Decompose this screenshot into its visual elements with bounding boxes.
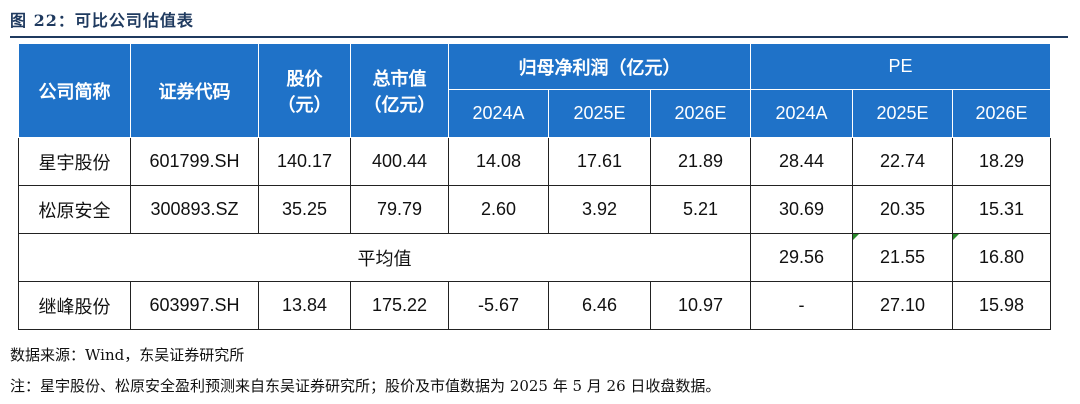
table-row: 松原安全 300893.SZ 35.25 79.79 2.60 3.92 5.2… (18, 185, 1051, 234)
header-price-line1: 股价 (286, 68, 323, 89)
header-code: 证券代码 (130, 43, 259, 138)
header-price: 股价 （元） (258, 43, 351, 138)
header-market-cap-line2: （亿元） (363, 94, 436, 115)
valuation-table: 公司简称 证券代码 股价 （元） 总市值 （亿元） 归母净利润（亿元） PE 2… (18, 43, 1051, 330)
header-price-line2: （元） (277, 94, 332, 115)
cell-profit-2025e: 6.46 (548, 281, 651, 330)
cell-company: 继峰股份 (18, 281, 131, 330)
cell-price: 35.25 (258, 185, 351, 234)
average-row: 平均值 29.56 21.55 16.80 (18, 233, 1051, 282)
cell-price: 140.17 (258, 137, 351, 186)
header-pe-2025e: 2025E (852, 89, 953, 138)
cell-company: 星宇股份 (18, 137, 131, 186)
cell-market-cap: 175.22 (350, 281, 449, 330)
table-row: 星宇股份 601799.SH 140.17 400.44 14.08 17.61… (18, 137, 1051, 186)
cell-pe-2024a: 28.44 (750, 137, 853, 186)
average-pe-2024a: 29.56 (750, 233, 853, 282)
header-row-2: 2024A 2025E 2026E 2024A 2025E 2026E (19, 89, 1051, 138)
header-pe-group: PE (750, 43, 1051, 90)
cell-profit-2026e: 21.89 (650, 137, 751, 186)
average-pe-2026e: 16.80 (952, 233, 1051, 282)
header-profit-2025e: 2025E (548, 89, 651, 138)
title-divider (10, 36, 1068, 38)
cell-code: 603997.SH (130, 281, 259, 330)
cell-pe-2026e: 15.98 (952, 281, 1051, 330)
target-company-row: 继峰股份 603997.SH 13.84 175.22 -5.67 6.46 1… (18, 281, 1051, 330)
footnote: 注：星宇股份、松原安全盈利预测来自东吴证券研究所；股价及市值数据为 2025 年… (10, 377, 721, 395)
cell-company: 松原安全 (18, 185, 131, 234)
average-label: 平均值 (18, 233, 751, 282)
header-market-cap-line1: 总市值 (372, 68, 427, 89)
cell-pe-2025e: 22.74 (852, 137, 953, 186)
cell-pe-2026e: 18.29 (952, 137, 1051, 186)
cell-profit-2026e: 10.97 (650, 281, 751, 330)
cell-profit-2024a: 14.08 (448, 137, 549, 186)
cell-pe-2025e: 20.35 (852, 185, 953, 234)
cell-profit-2025e: 17.61 (548, 137, 651, 186)
header-pe-2026e: 2026E (952, 89, 1051, 138)
cell-price: 13.84 (258, 281, 351, 330)
average-pe-2025e: 21.55 (852, 233, 953, 282)
header-market-cap: 总市值 （亿元） (350, 43, 449, 138)
cell-profit-2024a: -5.67 (448, 281, 549, 330)
header-profit-2026e: 2026E (650, 89, 751, 138)
cell-pe-2026e: 15.31 (952, 185, 1051, 234)
header-row-1: 公司简称 证券代码 股价 （元） 总市值 （亿元） 归母净利润（亿元） PE (18, 43, 1051, 138)
cell-pe-2025e: 27.10 (852, 281, 953, 330)
header-net-profit-group: 归母净利润（亿元） (448, 43, 751, 90)
header-company: 公司简称 (18, 43, 131, 138)
cell-code: 601799.SH (130, 137, 259, 186)
cell-code: 300893.SZ (130, 185, 259, 234)
header-profit-2024a: 2024A (448, 89, 549, 138)
cell-pe-2024a: - (750, 281, 853, 330)
cell-pe-2024a: 30.69 (750, 185, 853, 234)
source-note: 数据来源：Wind，东吴证券研究所 (10, 346, 245, 364)
cell-profit-2024a: 2.60 (448, 185, 549, 234)
cell-profit-2025e: 3.92 (548, 185, 651, 234)
header-pe-2024a: 2024A (750, 89, 853, 138)
cell-market-cap: 79.79 (350, 185, 449, 234)
cell-profit-2026e: 5.21 (650, 185, 751, 234)
figure-title: 图 22：可比公司估值表 (10, 11, 194, 30)
cell-market-cap: 400.44 (350, 137, 449, 186)
